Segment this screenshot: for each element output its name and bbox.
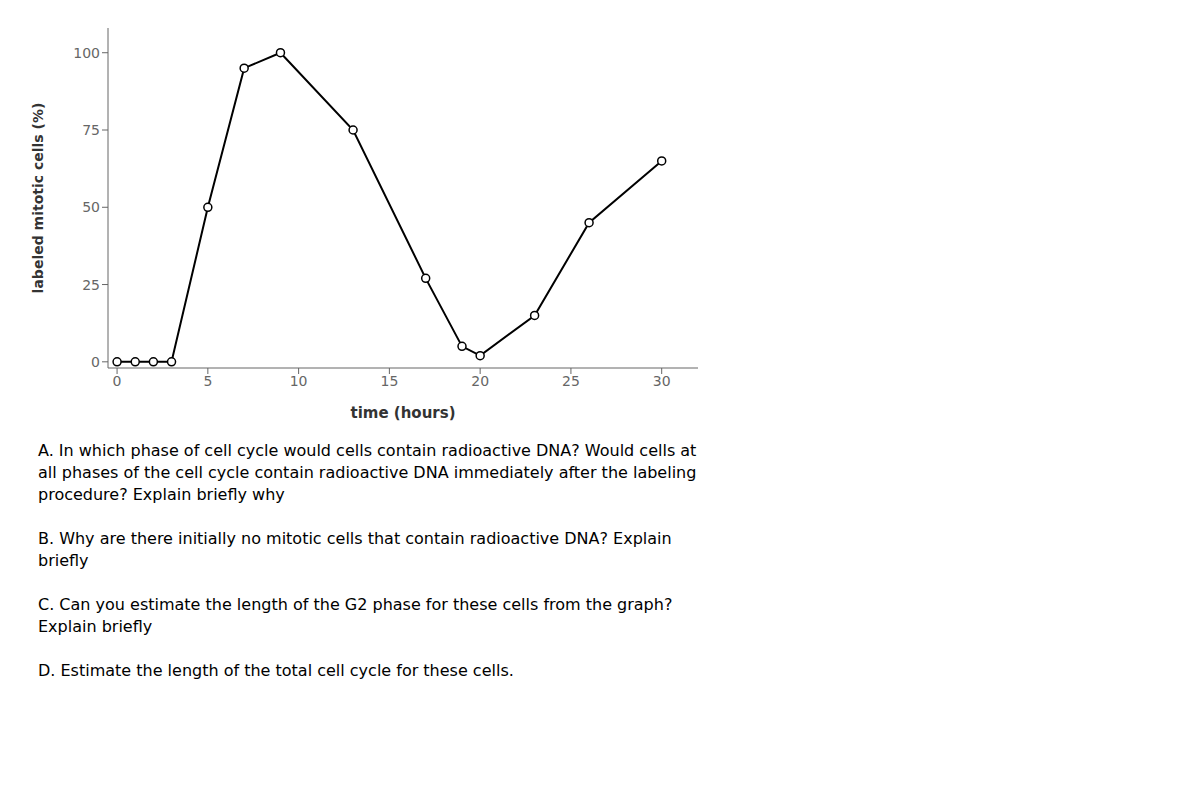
html-text:D. Estimate the length of the: D. Estimate the length of the total cell… — [38, 661, 514, 680]
svg-text:5: 5 — [203, 373, 212, 389]
html-text:C. Can you estimate the length: C. Can you estimate the length of the G2… — [38, 595, 673, 636]
svg-text:25: 25 — [82, 277, 100, 293]
svg-text:0: 0 — [113, 373, 122, 389]
html-text:A. In which phase of cell cycl: A. In which phase of cell cycle would ce… — [38, 441, 697, 504]
svg-text:15: 15 — [380, 373, 398, 389]
svg-text:10: 10 — [290, 373, 308, 389]
svg-text:labeled mitotic cells (%): labeled mitotic cells (%) — [30, 103, 46, 294]
svg-text:time (hours): time (hours) — [350, 404, 455, 422]
svg-text:0: 0 — [91, 354, 100, 370]
svg-text:50: 50 — [82, 199, 100, 215]
svg-text:75: 75 — [82, 122, 100, 138]
svg-text:100: 100 — [73, 45, 100, 61]
svg-text:20: 20 — [471, 373, 489, 389]
html-text:B. Why are there initially no: B. Why are there initially no mitotic ce… — [38, 529, 672, 570]
svg-text:30: 30 — [653, 373, 671, 389]
svg-text:25: 25 — [562, 373, 580, 389]
